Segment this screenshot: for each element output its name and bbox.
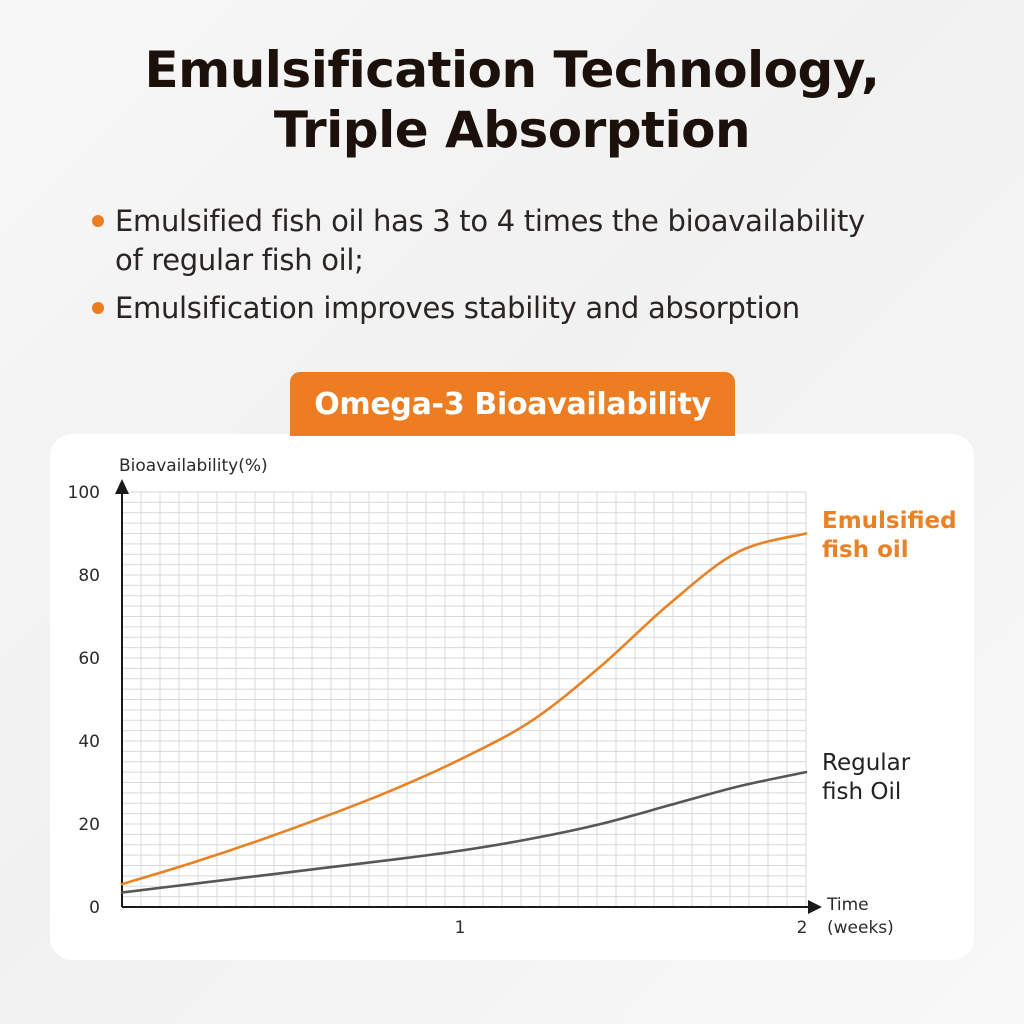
benefit-text-line: Emulsified fish oil has 3 to 4 times the… — [115, 204, 865, 238]
y-tick-label: 40 — [78, 732, 100, 752]
chart-title-tab: Omega-3 Bioavailability — [290, 372, 735, 436]
chart-grid — [122, 491, 807, 907]
series-label: fish Oil — [822, 779, 901, 805]
series-label: fish oil — [822, 537, 909, 563]
chart-series — [120, 532, 808, 894]
y-axis-label: Bioavailability(%) — [119, 456, 268, 476]
y-tick-label: 20 — [78, 815, 100, 835]
title-line-1: Emulsification Technology, — [144, 41, 880, 99]
series-label: Emulsified — [822, 508, 957, 534]
y-tick-label: 100 — [68, 483, 100, 503]
x-tick-label: 1 — [455, 918, 466, 938]
bullet-dot-icon — [92, 302, 104, 314]
x-tick-label: 2 — [797, 918, 808, 938]
y-tick-label: 80 — [78, 566, 100, 586]
series-line-emulsified — [120, 532, 808, 886]
benefit-item: Emulsification improves stability and ab… — [92, 289, 972, 328]
y-tick-label: 0 — [89, 898, 100, 918]
y-tick-label: 60 — [78, 649, 100, 669]
chart-card — [50, 434, 974, 960]
y-axis-arrow-icon — [115, 479, 129, 494]
chart-title: Omega-3 Bioavailability — [314, 386, 711, 422]
title-line-2: Triple Absorption — [273, 101, 751, 159]
benefit-text-line: Emulsification improves stability and ab… — [115, 291, 800, 325]
chart-axes — [115, 479, 822, 914]
benefit-item: Emulsified fish oil has 3 to 4 times the… — [92, 202, 972, 280]
x-axis-label: Time — [826, 895, 869, 915]
chart-labels: 0 20 40 60 80 100 1 2 Bioavailability(%) Time (wee… — [68, 456, 957, 938]
benefit-text-line: of regular fish oil; — [115, 243, 364, 277]
x-axis-label: (weeks) — [827, 918, 894, 938]
benefit-list: Emulsified fish oil has 3 to 4 times the… — [92, 202, 972, 328]
series-label: Regular — [822, 750, 911, 776]
page-title: Emulsification Technology, Triple Absorp… — [0, 40, 1024, 160]
bullet-dot-icon — [92, 215, 104, 227]
x-axis-arrow-icon — [808, 900, 822, 914]
series-line-regular — [120, 770, 808, 894]
